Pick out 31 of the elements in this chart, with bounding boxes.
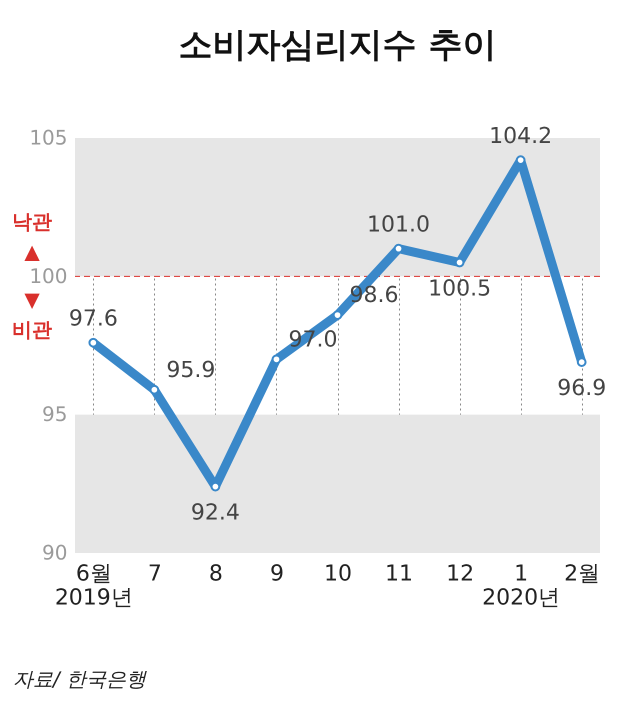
x-tick-label: 1 2020년 bbox=[482, 562, 560, 610]
x-tick-label: 10 bbox=[324, 562, 352, 586]
text: ▲ bbox=[24, 239, 40, 264]
point bbox=[332, 310, 342, 320]
data-label: 97.6 bbox=[68, 306, 118, 332]
x-tick-label: 12 bbox=[446, 562, 474, 586]
data-label: 95.9 bbox=[166, 358, 216, 383]
x-tick-label: 11 bbox=[385, 562, 414, 586]
text: 비관 bbox=[12, 317, 52, 342]
x-tick-label: 2월 bbox=[564, 562, 600, 586]
point bbox=[272, 354, 282, 364]
data-label: 96.9 bbox=[557, 376, 606, 402]
point bbox=[576, 357, 587, 367]
y-tick-label: 105 bbox=[29, 126, 68, 150]
y-tick-label: 95 bbox=[42, 402, 68, 426]
text: ▼ bbox=[24, 287, 40, 312]
x-tick-label: 6월 2019년 bbox=[54, 562, 133, 610]
chart-title: 소비자심리지수 추이 bbox=[178, 25, 496, 66]
x-tick-label: 7 bbox=[148, 562, 162, 586]
point bbox=[149, 384, 160, 395]
text: 낙관 bbox=[12, 209, 52, 234]
data-label: 101.0 bbox=[367, 212, 430, 238]
data-label: 100.5 bbox=[428, 276, 492, 302]
point bbox=[88, 338, 98, 348]
text: 자료/ 한국은행 bbox=[13, 667, 148, 691]
x-tick-label: 9 bbox=[270, 562, 284, 586]
y-tick-label: 100 bbox=[29, 264, 68, 288]
data-label: 92.4 bbox=[190, 500, 240, 526]
data-label: 104.2 bbox=[489, 124, 552, 150]
x-tick-label: 8 bbox=[208, 562, 223, 586]
y-tick-label: 90 bbox=[42, 540, 68, 564]
